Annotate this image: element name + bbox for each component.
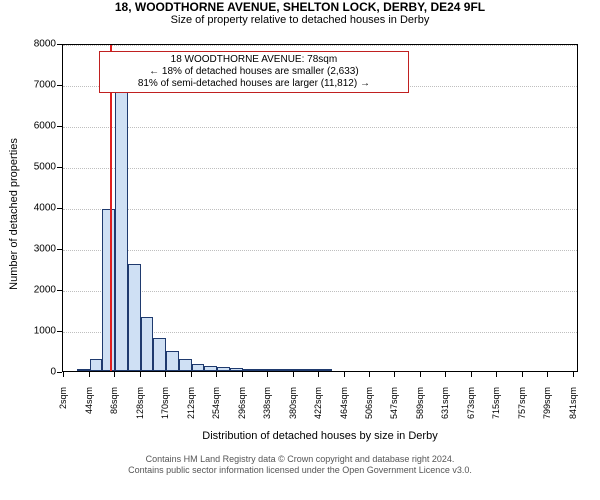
x-tick-mark [547, 372, 548, 377]
gridline [63, 127, 577, 128]
x-tick-label: 506sqm [364, 381, 374, 419]
histogram-bar [230, 368, 243, 371]
histogram-bar [243, 369, 256, 371]
annotation-box: 18 WOODTHORNE AVENUE: 78sqm ← 18% of det… [99, 51, 409, 93]
histogram-bar [319, 369, 332, 371]
plot-region: Number of detached properties 18 WOODTHO… [62, 44, 578, 372]
histogram-bar [102, 209, 115, 371]
x-tick-mark [318, 372, 319, 377]
histogram-bar [141, 317, 154, 371]
x-tick-mark [114, 372, 115, 377]
histogram-bar [115, 87, 128, 371]
y-tick-label: 4000 [34, 203, 62, 214]
y-tick-label: 2000 [34, 285, 62, 296]
gridline [63, 45, 577, 46]
x-tick-label: 86sqm [109, 381, 119, 414]
y-tick-label: 0 [50, 367, 62, 378]
x-tick-mark [420, 372, 421, 377]
histogram-bar [179, 359, 192, 371]
y-tick-label: 8000 [34, 39, 62, 50]
histogram-bar [90, 359, 103, 371]
x-tick-label: 673sqm [466, 381, 476, 419]
annotation-line3: 81% of semi-detached houses are larger (… [106, 78, 402, 90]
x-tick-mark [242, 372, 243, 377]
histogram-bar [77, 369, 90, 371]
histogram-bar [281, 369, 294, 371]
x-tick-label: 380sqm [288, 381, 298, 419]
chart-subtitle: Size of property relative to detached ho… [0, 14, 600, 27]
histogram-bar [192, 364, 205, 371]
histogram-bar [255, 369, 268, 371]
x-tick-mark [165, 372, 166, 377]
gridline [63, 168, 577, 169]
x-tick-label: 254sqm [211, 381, 221, 419]
x-tick-mark [216, 372, 217, 377]
histogram-bar [217, 367, 230, 371]
histogram-bar [128, 264, 141, 371]
x-tick-label: 841sqm [568, 381, 578, 419]
gridline [63, 209, 577, 210]
x-tick-mark [344, 372, 345, 377]
y-tick-label: 5000 [34, 162, 62, 173]
x-tick-label: 212sqm [186, 381, 196, 419]
x-tick-mark [394, 372, 395, 377]
x-tick-label: 44sqm [84, 381, 94, 414]
x-tick-mark [369, 372, 370, 377]
histogram-bar [268, 369, 281, 371]
x-tick-label: 589sqm [415, 381, 425, 419]
footnote-line1: Contains HM Land Registry data © Crown c… [0, 454, 600, 465]
chart-title: 18, WOODTHORNE AVENUE, SHELTON LOCK, DER… [0, 0, 600, 14]
x-tick-label: 170sqm [160, 381, 170, 419]
x-axis-label: Distribution of detached houses by size … [62, 430, 578, 442]
histogram-bar [166, 351, 179, 372]
x-tick-label: 422sqm [313, 381, 323, 419]
footnote-line2: Contains public sector information licen… [0, 465, 600, 476]
x-tick-label: 757sqm [517, 381, 527, 419]
x-tick-mark [496, 372, 497, 377]
annotation-line1: 18 WOODTHORNE AVENUE: 78sqm [106, 54, 402, 66]
plot-area: 18 WOODTHORNE AVENUE: 78sqm ← 18% of det… [62, 44, 578, 372]
histogram-bar [294, 369, 307, 371]
histogram-bar [306, 369, 319, 371]
annotation-line2: ← 18% of detached houses are smaller (2,… [106, 66, 402, 78]
x-tick-label: 547sqm [389, 381, 399, 419]
x-tick-label: 296sqm [237, 381, 247, 419]
x-tick-label: 338sqm [262, 381, 272, 419]
x-tick-mark [522, 372, 523, 377]
marker-line [110, 45, 112, 371]
footnote: Contains HM Land Registry data © Crown c… [0, 454, 600, 476]
y-tick-label: 1000 [34, 326, 62, 337]
x-tick-label: 128sqm [135, 381, 145, 419]
x-tick-mark [445, 372, 446, 377]
histogram-bar [153, 338, 166, 371]
histogram-bar [204, 366, 217, 371]
y-tick-label: 3000 [34, 244, 62, 255]
x-tick-mark [267, 372, 268, 377]
gridline [63, 250, 577, 251]
x-tick-label: 799sqm [542, 381, 552, 419]
y-tick-label: 7000 [34, 80, 62, 91]
x-tick-label: 715sqm [491, 381, 501, 419]
x-tick-label: 2sqm [58, 381, 68, 409]
x-tick-mark [63, 372, 64, 377]
x-tick-mark [191, 372, 192, 377]
x-tick-label: 631sqm [440, 381, 450, 419]
chart-container: 18, WOODTHORNE AVENUE, SHELTON LOCK, DER… [0, 0, 600, 500]
x-tick-mark [573, 372, 574, 377]
y-tick-label: 6000 [34, 121, 62, 132]
x-tick-mark [471, 372, 472, 377]
x-tick-mark [293, 372, 294, 377]
x-tick-mark [140, 372, 141, 377]
x-tick-mark [89, 372, 90, 377]
x-tick-label: 464sqm [339, 381, 349, 419]
y-axis-label: Number of detached properties [8, 50, 20, 378]
